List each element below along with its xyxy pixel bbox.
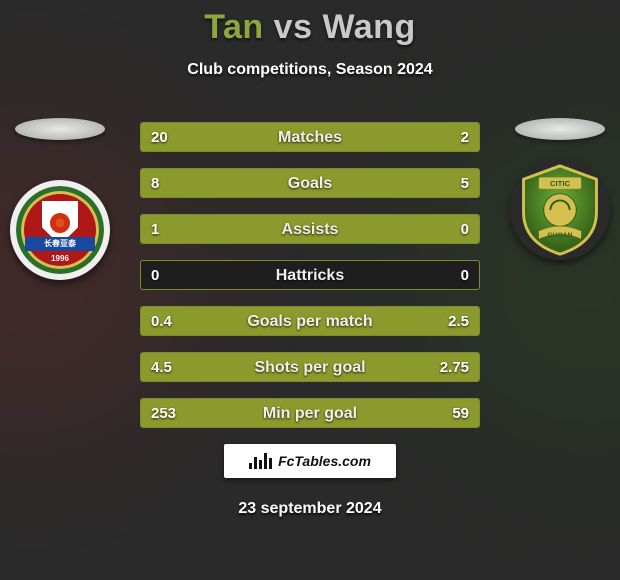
page-title: Tan vs Wang [0,0,620,47]
player-silhouette-shadow [15,118,105,140]
crest-ribbon-text: 长春亚泰 [25,237,95,251]
stat-label: Matches [141,123,479,152]
stat-label: Goals [141,169,479,198]
stats-bars-container: 202Matches 85Goals 10Assists 00Hattricks 0.4… [140,122,480,444]
infographic-date: 23 september 2024 [0,500,620,518]
beijing-guoan-crest-icon: CITIC GUOAN [512,162,608,258]
svg-text:CITIC: CITIC [550,179,570,188]
stat-row: 00Hattricks [140,260,480,290]
stat-label: Shots per goal [141,353,479,382]
title-vs: vs [274,8,313,46]
left-player-column: 长春亚泰 1996 [0,118,120,280]
stat-row: 25359Min per goal [140,398,480,428]
stat-label: Assists [141,215,479,244]
title-player1: Tan [204,8,263,46]
stat-row: 85Goals [140,168,480,198]
right-club-crest: CITIC GUOAN [510,160,610,260]
right-player-column: CITIC GUOAN [500,118,620,260]
fctables-watermark: FcTables.com [224,444,396,478]
fctables-logo-icon [249,453,272,469]
title-player2: Wang [322,8,415,46]
stat-label: Goals per match [141,307,479,336]
stat-label: Hattricks [141,261,479,290]
fctables-text: FcTables.com [278,453,371,469]
stat-row: 10Assists [140,214,480,244]
stat-row: 4.52.75Shots per goal [140,352,480,382]
stat-label: Min per goal [141,399,479,428]
stat-row: 0.42.5Goals per match [140,306,480,336]
changchun-yatai-crest-icon: 长春亚泰 1996 [16,186,104,274]
player-silhouette-shadow [515,118,605,140]
left-club-crest: 长春亚泰 1996 [10,180,110,280]
subtitle: Club competitions, Season 2024 [0,61,620,79]
crest-year-text: 1996 [51,254,69,263]
stat-row: 202Matches [140,122,480,152]
svg-text:GUOAN: GUOAN [547,232,572,239]
